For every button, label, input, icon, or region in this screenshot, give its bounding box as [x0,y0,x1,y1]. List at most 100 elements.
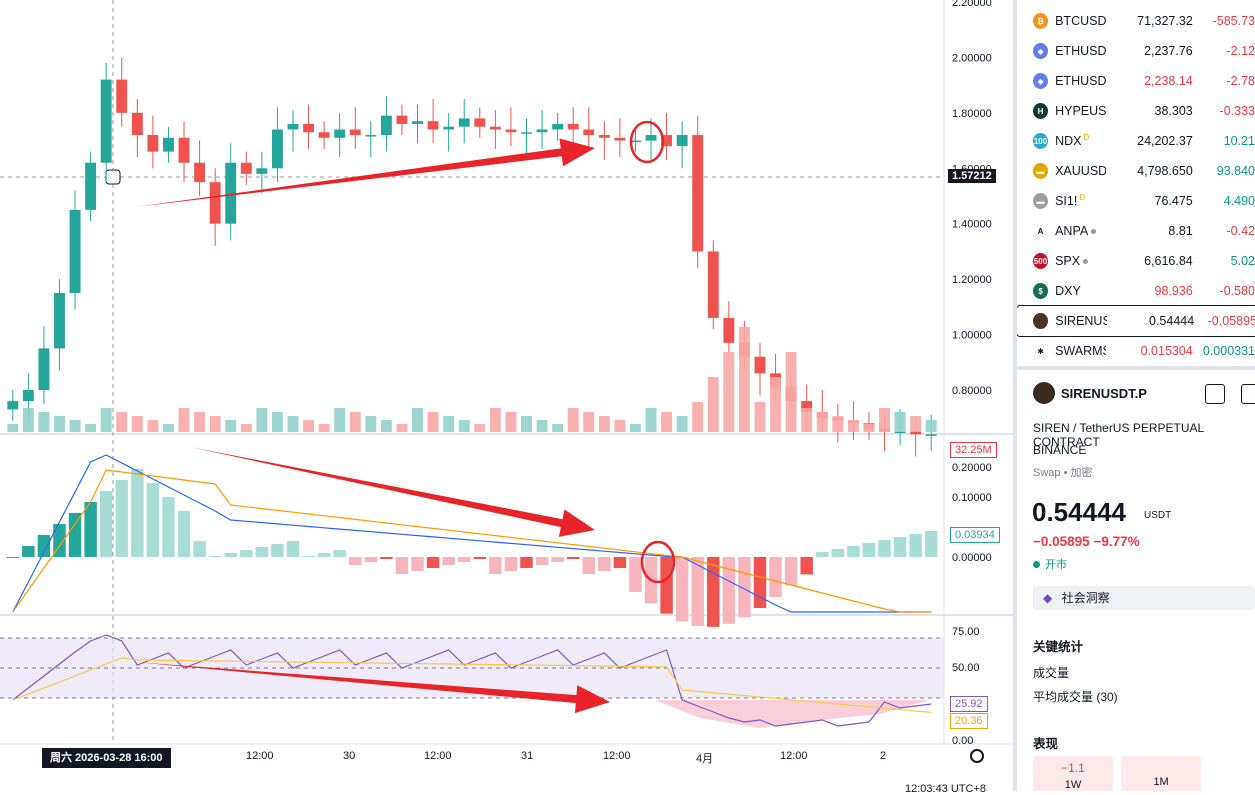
watchlist-row[interactable]: $ DXY 98.936 -0.580 [1017,276,1255,306]
volume-bar [847,420,859,432]
watchlist-change: -585.73 [1212,14,1255,28]
watchlist-change: 10.21 [1223,134,1255,148]
market-closed-dot-icon [1083,259,1089,265]
watchlist-symbol: BTCUSD [1055,14,1107,28]
watchlist-symbol: SIRENUSI [1055,314,1106,328]
watchlist-row[interactable]: ▬ SI1! D 76.475 4.490 [1017,186,1255,216]
watchlist-row[interactable]: 500 SPX 6,616.84 5.02 [1017,246,1255,276]
watchlist-row[interactable]: ₿ BTCUSD 71,327.32 -585.73 [1017,6,1255,36]
stat-volume-label: 成交量 [1033,666,1070,680]
candle-body [692,135,704,252]
volume-bar [598,416,610,432]
watchlist-row[interactable]: ◆ ETHUSD 2,238.14 -2.78 [1017,66,1255,96]
volume-bar [209,416,221,432]
panel-divider[interactable] [1013,0,1017,791]
volume-bar [443,416,455,432]
macd-histogram-bar [6,557,20,558]
social-insight-button[interactable]: ◆ 社会洞察 [1033,586,1255,610]
macd-histogram-bar [691,557,704,627]
utc-clock[interactable]: 12:03:43 UTC+8 [905,783,987,795]
candle-body [489,126,501,130]
macd-histogram-bar [598,557,611,571]
grid-view-icon[interactable] [1205,384,1225,404]
volume-bar [303,420,314,432]
gold-icon: ▬ [1033,163,1049,179]
volume-bar [552,424,564,432]
price-axis-label: 1.80000 [952,108,992,120]
macd-histogram-bar [753,557,767,609]
volume-bar [458,420,470,432]
watchlist-row[interactable]: ◆ ETHUSD 2,237.76 -2.12 [1017,36,1255,66]
candle-body [225,162,237,224]
macd-histogram-bar [208,556,222,557]
macd-histogram-bar [893,537,907,557]
candle-body [396,115,408,124]
volume-bar [365,416,377,432]
watchlist-row[interactable]: ▬ XAUUSD 4,798.650 93.840 [1017,156,1255,186]
settings-gear-icon[interactable] [970,749,984,763]
performance-title: 表现 [1033,737,1059,751]
volume-bar [22,408,34,432]
candle-body [505,129,517,133]
macd-histogram-bar [193,541,206,557]
details-exchange[interactable]: BINANCE [1033,443,1087,457]
volume-bar [630,424,641,432]
volume-bar [163,424,174,432]
macd-histogram-bar [520,557,533,568]
volume-bar [863,424,875,432]
candle-body [69,209,81,293]
candle-body [894,431,906,434]
time-label: 12:00 [603,750,631,762]
macd-histogram-bar [660,557,673,614]
candle-body [458,118,470,127]
candle-body [240,162,252,174]
watchlist-row[interactable]: A ANPA 8.81 -0.42 [1017,216,1255,246]
watchlist-row[interactable]: SIRENUSI 0.54444 -0.05895 [1017,305,1255,337]
macd-histogram-bar [847,546,860,557]
watchlist-last-price: 8.81 [1168,224,1193,238]
rsi-line [12,634,932,727]
section-divider [1017,366,1255,370]
volume-bar [349,412,361,432]
details-symbol[interactable]: SIRENUSDT.P [1061,386,1147,401]
candle-body [583,129,595,136]
perf-1w[interactable]: −1.1 1W [1033,756,1113,791]
edit-icon[interactable] [1241,384,1255,404]
details-price: 0.54444 [1032,497,1126,527]
macd-histogram-bar [99,491,113,557]
watchlist-last-price: 71,327.32 [1137,14,1193,28]
volume-bar [334,408,346,432]
watchlist-change: 5.02 [1230,254,1255,268]
watchlist-row[interactable]: ✱ SWARMSI 0.015304 0.000331 [1017,336,1255,366]
perf-1m[interactable]: 1M [1121,756,1201,791]
annotation-circle [629,120,665,164]
macd-axis-label: 0.10000 [952,492,992,504]
watchlist-row[interactable]: 100 NDX D 24,202.37 10.21 [1017,126,1255,156]
watchlist-row[interactable]: H HYPEUSI 38.303 -0.333 [1017,96,1255,126]
siren-icon [1033,313,1049,329]
volume-bar [131,416,143,432]
symbol-logo-icon [1033,382,1055,404]
volume-bar [147,420,159,432]
macd-histogram-bar [878,540,891,557]
watchlist-symbol: ANPA [1055,224,1106,238]
macd-histogram-bar [255,547,269,557]
watchlist-symbol: SPX [1055,254,1106,268]
rsi-ma-line [12,657,932,713]
candle-body [178,137,190,163]
anpa-icon: A [1033,223,1049,239]
candle-body [163,137,174,152]
candle-body [521,132,532,134]
chart-area[interactable]: 2.200002.000001.800001.600001.400001.200… [0,0,1013,795]
candle-body [412,121,423,124]
volume-bar [676,416,688,432]
macd-histogram-bar [53,524,66,557]
volume-bar [427,412,439,432]
candle-body [303,123,314,133]
macd-axis-label: 0.00000 [952,552,992,564]
candle-body [630,140,641,143]
chart-canvas[interactable]: 2.200002.000001.800001.600001.400001.200… [0,0,1013,791]
volume-bar [256,408,268,432]
watchlist-symbol: ETHUSD [1055,74,1107,88]
price-axis-label: 1.20000 [952,274,992,286]
